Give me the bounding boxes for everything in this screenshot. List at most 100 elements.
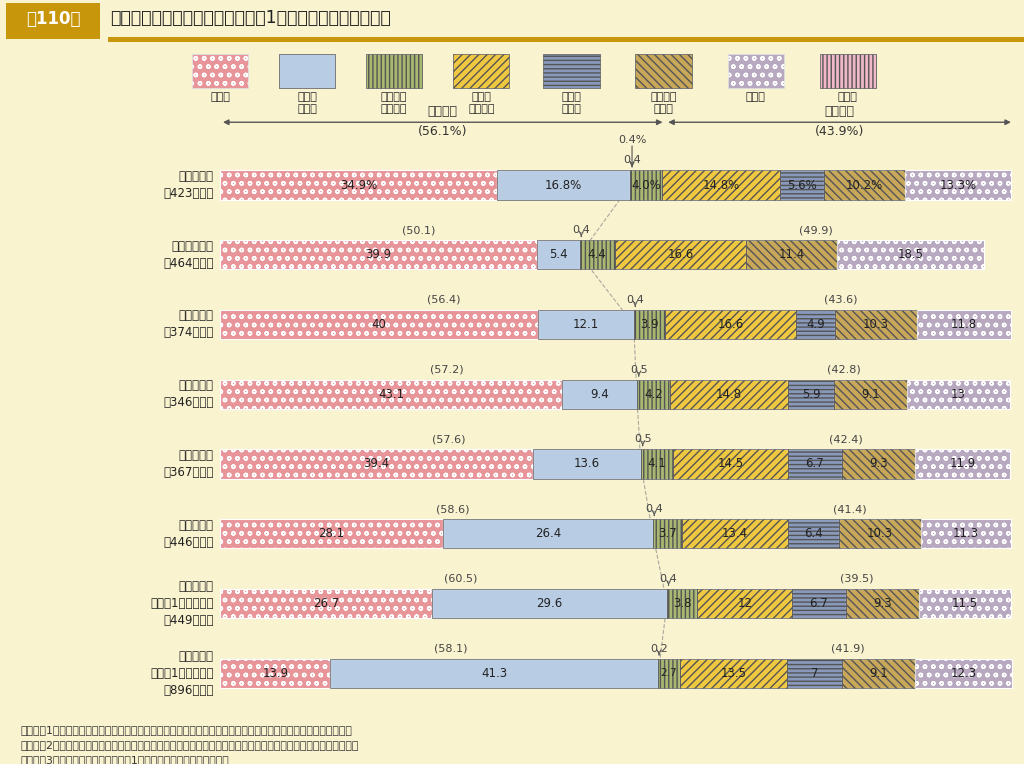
Text: 0.4: 0.4 [645,504,664,514]
Text: 9.1: 9.1 [861,387,880,400]
Text: 9.3: 9.3 [869,458,888,471]
Bar [665,310,797,339]
Text: 26.4: 26.4 [535,527,561,540]
Text: (42.4): (42.4) [828,435,862,445]
Text: 4.4: 4.4 [588,248,606,261]
Bar [220,380,562,409]
Text: 7: 7 [811,667,818,680]
Bar [746,240,837,270]
Text: 3　〔　〕内の数値は、人口1人当たりの歳入決算額である。: 3 〔 〕内の数値は、人口1人当たりの歳入決算額である。 [20,755,229,764]
Bar [680,659,786,688]
Bar [727,53,784,88]
Text: (39.5): (39.5) [841,574,873,584]
Text: 9.1: 9.1 [869,667,888,680]
Text: 18.5: 18.5 [897,248,924,261]
Bar [846,589,920,618]
Bar [779,170,824,199]
Bar [797,310,836,339]
Bar [658,659,680,688]
Bar [819,53,877,88]
Bar [787,380,835,409]
Text: 特　例　市
〔346千円〕: 特 例 市 〔346千円〕 [163,379,214,410]
Text: (49.9): (49.9) [799,225,833,235]
Text: 0.5: 0.5 [630,364,647,374]
Bar [663,170,779,199]
Bar [920,589,1011,618]
Bar [914,659,1012,688]
Bar [562,380,637,409]
Text: 4.2: 4.2 [644,387,663,400]
Text: 4.1: 4.1 [647,458,667,471]
Bar [786,659,843,688]
Bar [824,170,905,199]
Text: 6.4: 6.4 [805,527,823,540]
Bar [108,37,1024,42]
Text: 地方税: 地方税 [210,92,230,102]
Text: 16.6: 16.6 [718,318,743,331]
Bar [836,310,916,339]
Text: 0.4: 0.4 [624,156,641,166]
Text: 13.5: 13.5 [720,667,746,680]
Bar [220,449,532,478]
Bar [432,589,667,618]
Bar [652,519,682,549]
Bar [797,310,836,339]
Bar [453,53,509,88]
Text: 13.6: 13.6 [573,458,600,471]
Text: 12: 12 [737,597,753,610]
Bar [220,589,432,618]
Bar [635,53,692,88]
Text: 11.4: 11.4 [778,248,805,261]
Bar [682,519,788,549]
Bar [843,659,914,688]
Text: 11.5: 11.5 [952,597,978,610]
Bar [641,449,674,478]
Text: 地方特別
交付金等: 地方特別 交付金等 [381,92,408,114]
Text: 地　方
交付税: 地 方 交付税 [297,92,317,114]
Bar [220,310,538,339]
Bar [497,170,631,199]
Text: 5.4: 5.4 [549,248,567,261]
Bar [220,449,532,478]
Bar [532,449,641,478]
Text: 14.8%: 14.8% [702,179,739,192]
Text: 28.1: 28.1 [318,527,345,540]
Bar [665,310,797,339]
Text: 6.7: 6.7 [810,597,828,610]
Bar [824,170,905,199]
Text: 市町村合計
〔423千円〕: 市町村合計 〔423千円〕 [163,170,214,200]
Bar [652,519,682,549]
Bar [538,310,634,339]
Bar [220,310,538,339]
Bar [786,659,843,688]
Bar [538,310,634,339]
Text: 0.4%: 0.4% [617,135,646,145]
Text: 中　核　市
〔374千円〕: 中 核 市 〔374千円〕 [163,309,214,339]
Bar [846,589,920,618]
Text: 29.6: 29.6 [537,597,562,610]
Text: 13.9: 13.9 [262,667,289,680]
Bar [697,589,793,618]
Text: 0.4: 0.4 [627,295,644,305]
Bar [220,519,443,549]
Text: 4.9: 4.9 [806,318,825,331]
Bar [663,170,779,199]
Bar [667,589,697,618]
Bar [842,449,915,478]
Text: (57.6): (57.6) [432,435,466,445]
Bar [367,53,422,88]
Bar [537,240,580,270]
Text: （注）　1　「市町村合計」とは、政令指定都市、中核市、特例市、中都市、小都市及び町村の単純合計である。: （注） 1 「市町村合計」とは、政令指定都市、中核市、特例市、中都市、小都市及び… [20,725,352,735]
Text: 2.7: 2.7 [660,668,677,678]
Text: 国　庫
支出金: 国 庫 支出金 [561,92,582,114]
Text: (43.9%): (43.9%) [815,125,864,138]
Text: (60.5): (60.5) [443,574,477,584]
Text: (58.1): (58.1) [434,643,467,654]
Text: 10.3: 10.3 [863,318,889,331]
Text: 3.9: 3.9 [640,318,658,331]
Text: (41.9): (41.9) [830,643,864,654]
Text: 町　　　村
〔人口1万人未満〕
〔896千円〕: 町 村 〔人口1万人未満〕 〔896千円〕 [151,649,214,697]
Text: 6.7: 6.7 [806,458,824,471]
Bar [220,170,497,199]
Bar [193,53,248,88]
